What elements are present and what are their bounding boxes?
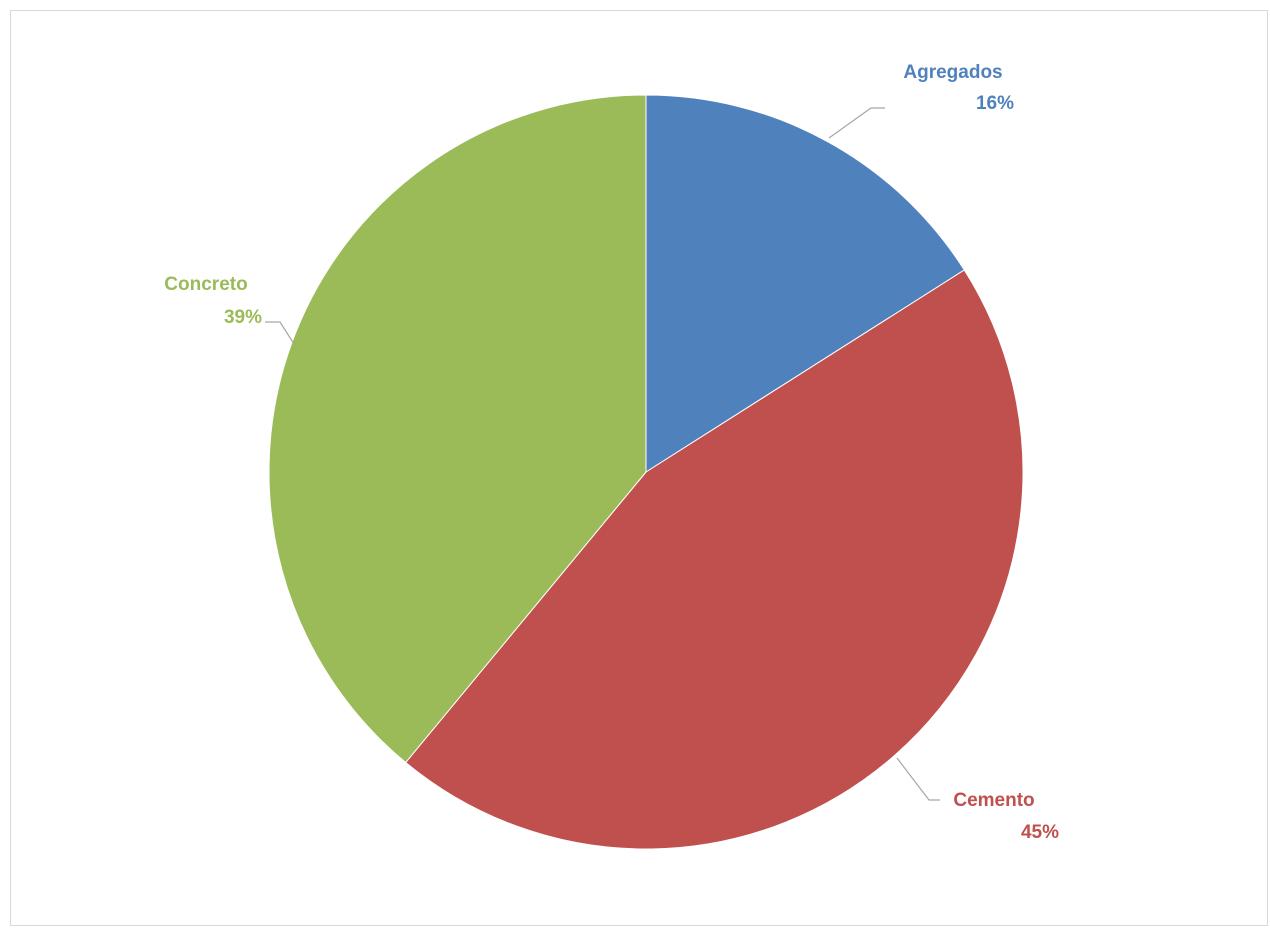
pie-slice-agregados [645, 94, 966, 473]
slice-value-agregados: 16% [976, 93, 1014, 114]
leader-line-agregados [828, 107, 885, 139]
pie-slice-concreto [268, 94, 647, 764]
slice-value-cemento: 45% [1021, 822, 1059, 843]
pie-slices [268, 94, 1024, 850]
slice-value-concreto: 39% [224, 307, 262, 328]
leader-line-cemento [896, 757, 940, 801]
pie-slice-cemento [404, 269, 1024, 850]
leader-line-concreto [265, 321, 295, 345]
slice-label-agregados: Agregados [903, 62, 1002, 83]
leader-lines [265, 107, 940, 801]
slice-label-concreto: Concreto [164, 274, 247, 295]
slice-label-cemento: Cemento [953, 790, 1034, 811]
